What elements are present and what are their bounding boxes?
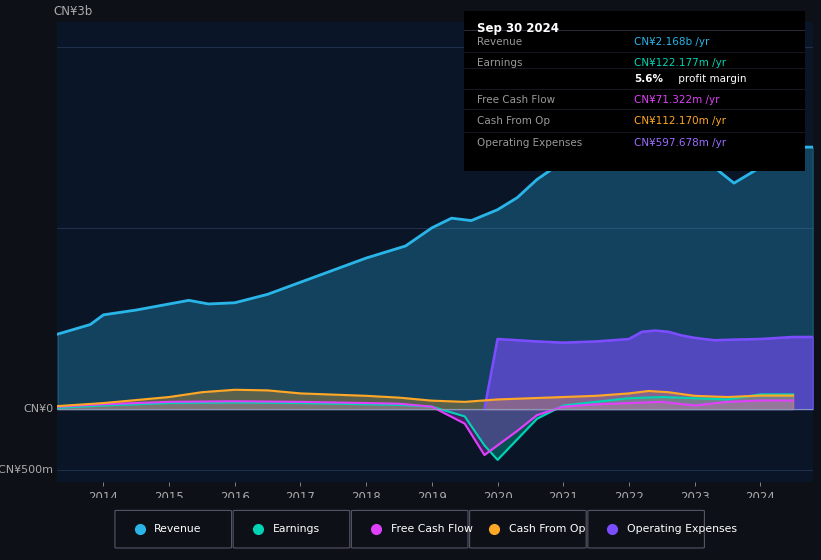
Text: CN¥71.322m /yr: CN¥71.322m /yr: [635, 95, 720, 105]
Text: CN¥112.170m /yr: CN¥112.170m /yr: [635, 115, 727, 125]
Text: Operating Expenses: Operating Expenses: [478, 138, 583, 148]
Text: Earnings: Earnings: [478, 58, 523, 68]
Text: Revenue: Revenue: [478, 38, 523, 48]
Text: profit margin: profit margin: [675, 74, 746, 84]
Text: 5.6%: 5.6%: [635, 74, 663, 84]
Text: CN¥597.678m /yr: CN¥597.678m /yr: [635, 138, 727, 148]
Text: CN¥0: CN¥0: [24, 404, 53, 414]
Text: CN¥3b: CN¥3b: [53, 5, 93, 18]
Text: Cash From Op: Cash From Op: [478, 115, 551, 125]
Text: Earnings: Earnings: [273, 524, 319, 534]
Text: -CN¥500m: -CN¥500m: [0, 464, 53, 474]
Text: Operating Expenses: Operating Expenses: [627, 524, 737, 534]
Text: Free Cash Flow: Free Cash Flow: [478, 95, 556, 105]
Text: Revenue: Revenue: [154, 524, 202, 534]
Text: Cash From Op: Cash From Op: [509, 524, 585, 534]
Text: Free Cash Flow: Free Cash Flow: [391, 524, 473, 534]
Text: CN¥122.177m /yr: CN¥122.177m /yr: [635, 58, 727, 68]
Text: CN¥2.168b /yr: CN¥2.168b /yr: [635, 38, 709, 48]
Text: Sep 30 2024: Sep 30 2024: [478, 22, 559, 35]
